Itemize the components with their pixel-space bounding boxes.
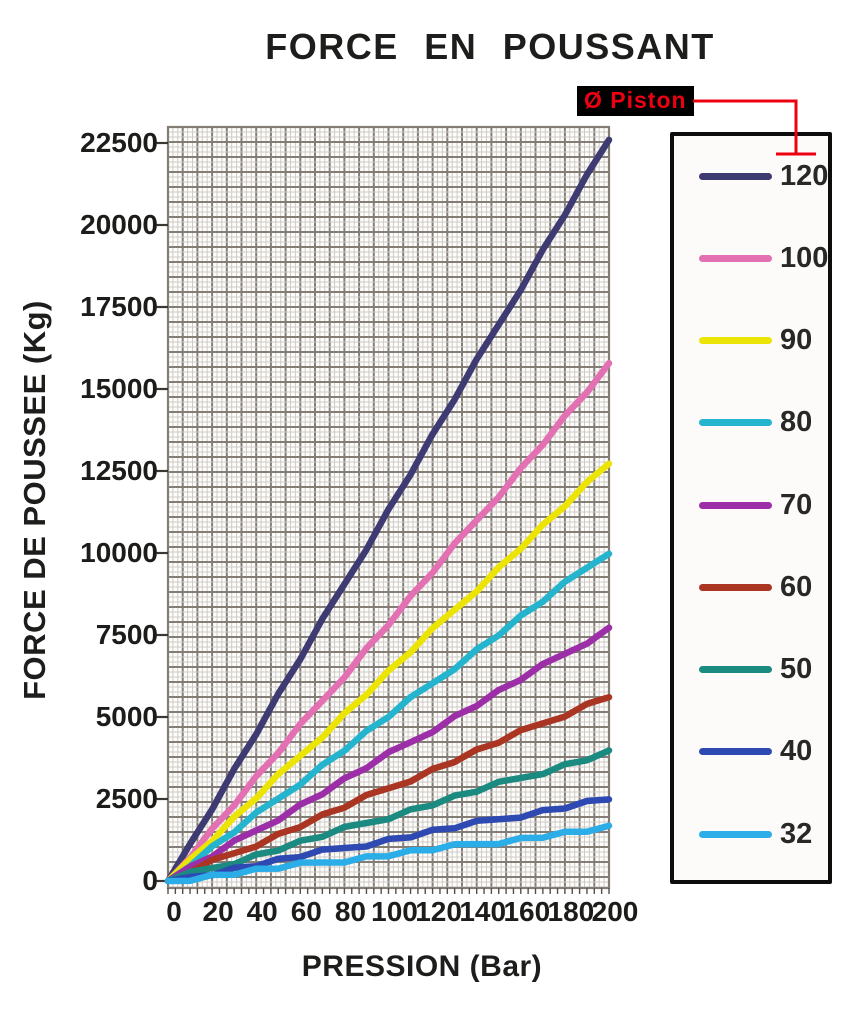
y-tick-label: 22500 bbox=[80, 127, 158, 158]
x-tick-label: 160 bbox=[503, 896, 551, 927]
legend-item-50: 50 bbox=[674, 653, 828, 686]
legend-swatch-80 bbox=[699, 419, 772, 427]
series-line-70 bbox=[164, 624, 613, 885]
plot-border bbox=[166, 125, 611, 890]
legend-title-piston-label: Ø Piston bbox=[577, 86, 694, 116]
plot-background bbox=[168, 127, 609, 888]
legend-item-60: 60 bbox=[674, 571, 828, 603]
series-line-32 bbox=[164, 822, 613, 885]
legend-item-80: 80 bbox=[674, 406, 828, 439]
x-tick-label: 60 bbox=[290, 896, 322, 927]
legend-swatch-90 bbox=[699, 337, 772, 344]
series-line-120 bbox=[164, 136, 613, 885]
series-line-50 bbox=[164, 747, 613, 885]
legend-label-50: 50 bbox=[780, 653, 813, 685]
legend-swatch-70 bbox=[699, 501, 772, 509]
y-tick-label: 17500 bbox=[80, 291, 158, 322]
x-tick-label: 80 bbox=[334, 896, 366, 927]
legend-swatch-40 bbox=[699, 748, 772, 756]
x-tick-label: 100 bbox=[371, 896, 418, 927]
y-tick-label: 7500 bbox=[95, 619, 158, 650]
legend-label-32: 32 bbox=[780, 817, 813, 850]
legend-label-70: 70 bbox=[780, 488, 813, 521]
legend-label-80: 80 bbox=[780, 406, 813, 439]
legend-swatch-120 bbox=[699, 172, 772, 180]
legend-item-70: 70 bbox=[674, 489, 828, 521]
series-line-60 bbox=[164, 693, 613, 885]
chart-title: FORCE EN POUSSANT bbox=[265, 26, 715, 67]
series-line-40 bbox=[164, 796, 613, 885]
legend-item-120: 120 bbox=[674, 160, 828, 192]
y-tick-label: 12500 bbox=[80, 455, 158, 486]
series-line-90 bbox=[164, 460, 613, 885]
legend-swatch-50 bbox=[699, 666, 772, 673]
series-line-100 bbox=[164, 359, 613, 885]
y-tick-label: 5000 bbox=[95, 701, 158, 732]
y-tick-label: 15000 bbox=[80, 373, 158, 404]
y-tick-label: 10000 bbox=[80, 537, 158, 568]
legend-label-100: 100 bbox=[780, 241, 829, 274]
legend-label-90: 90 bbox=[780, 324, 813, 356]
x-tick-label: 0 bbox=[166, 896, 182, 927]
legend-item-32: 32 bbox=[674, 818, 828, 850]
x-tick-label: 120 bbox=[415, 896, 462, 927]
y-tick-label: 0 bbox=[142, 865, 158, 896]
legend-item-90: 90 bbox=[674, 324, 828, 357]
legend-label-40: 40 bbox=[780, 735, 813, 768]
x-axis-title: PRESSION (Bar) bbox=[301, 950, 543, 983]
x-tick-label: 180 bbox=[547, 896, 595, 927]
x-tick-label: 40 bbox=[246, 896, 278, 927]
legend-item-100: 100 bbox=[674, 242, 828, 274]
legend-label-60: 60 bbox=[780, 570, 813, 603]
legend-swatch-32 bbox=[699, 830, 772, 838]
x-tick-label: 140 bbox=[459, 896, 507, 927]
series-line-80 bbox=[164, 550, 613, 885]
x-tick-label: 200 bbox=[591, 896, 639, 927]
y-tick-label: 20000 bbox=[80, 209, 158, 240]
legend-box: 120 100 90 80 70 60 50 40 32 bbox=[670, 132, 832, 884]
legend-label-120: 120 bbox=[780, 159, 829, 192]
x-tick-label: 20 bbox=[202, 896, 234, 927]
legend-swatch-100 bbox=[699, 254, 772, 262]
y-tick-label: 2500 bbox=[95, 783, 158, 814]
legend-item-40: 40 bbox=[674, 735, 828, 768]
legend-swatch-60 bbox=[699, 583, 772, 591]
